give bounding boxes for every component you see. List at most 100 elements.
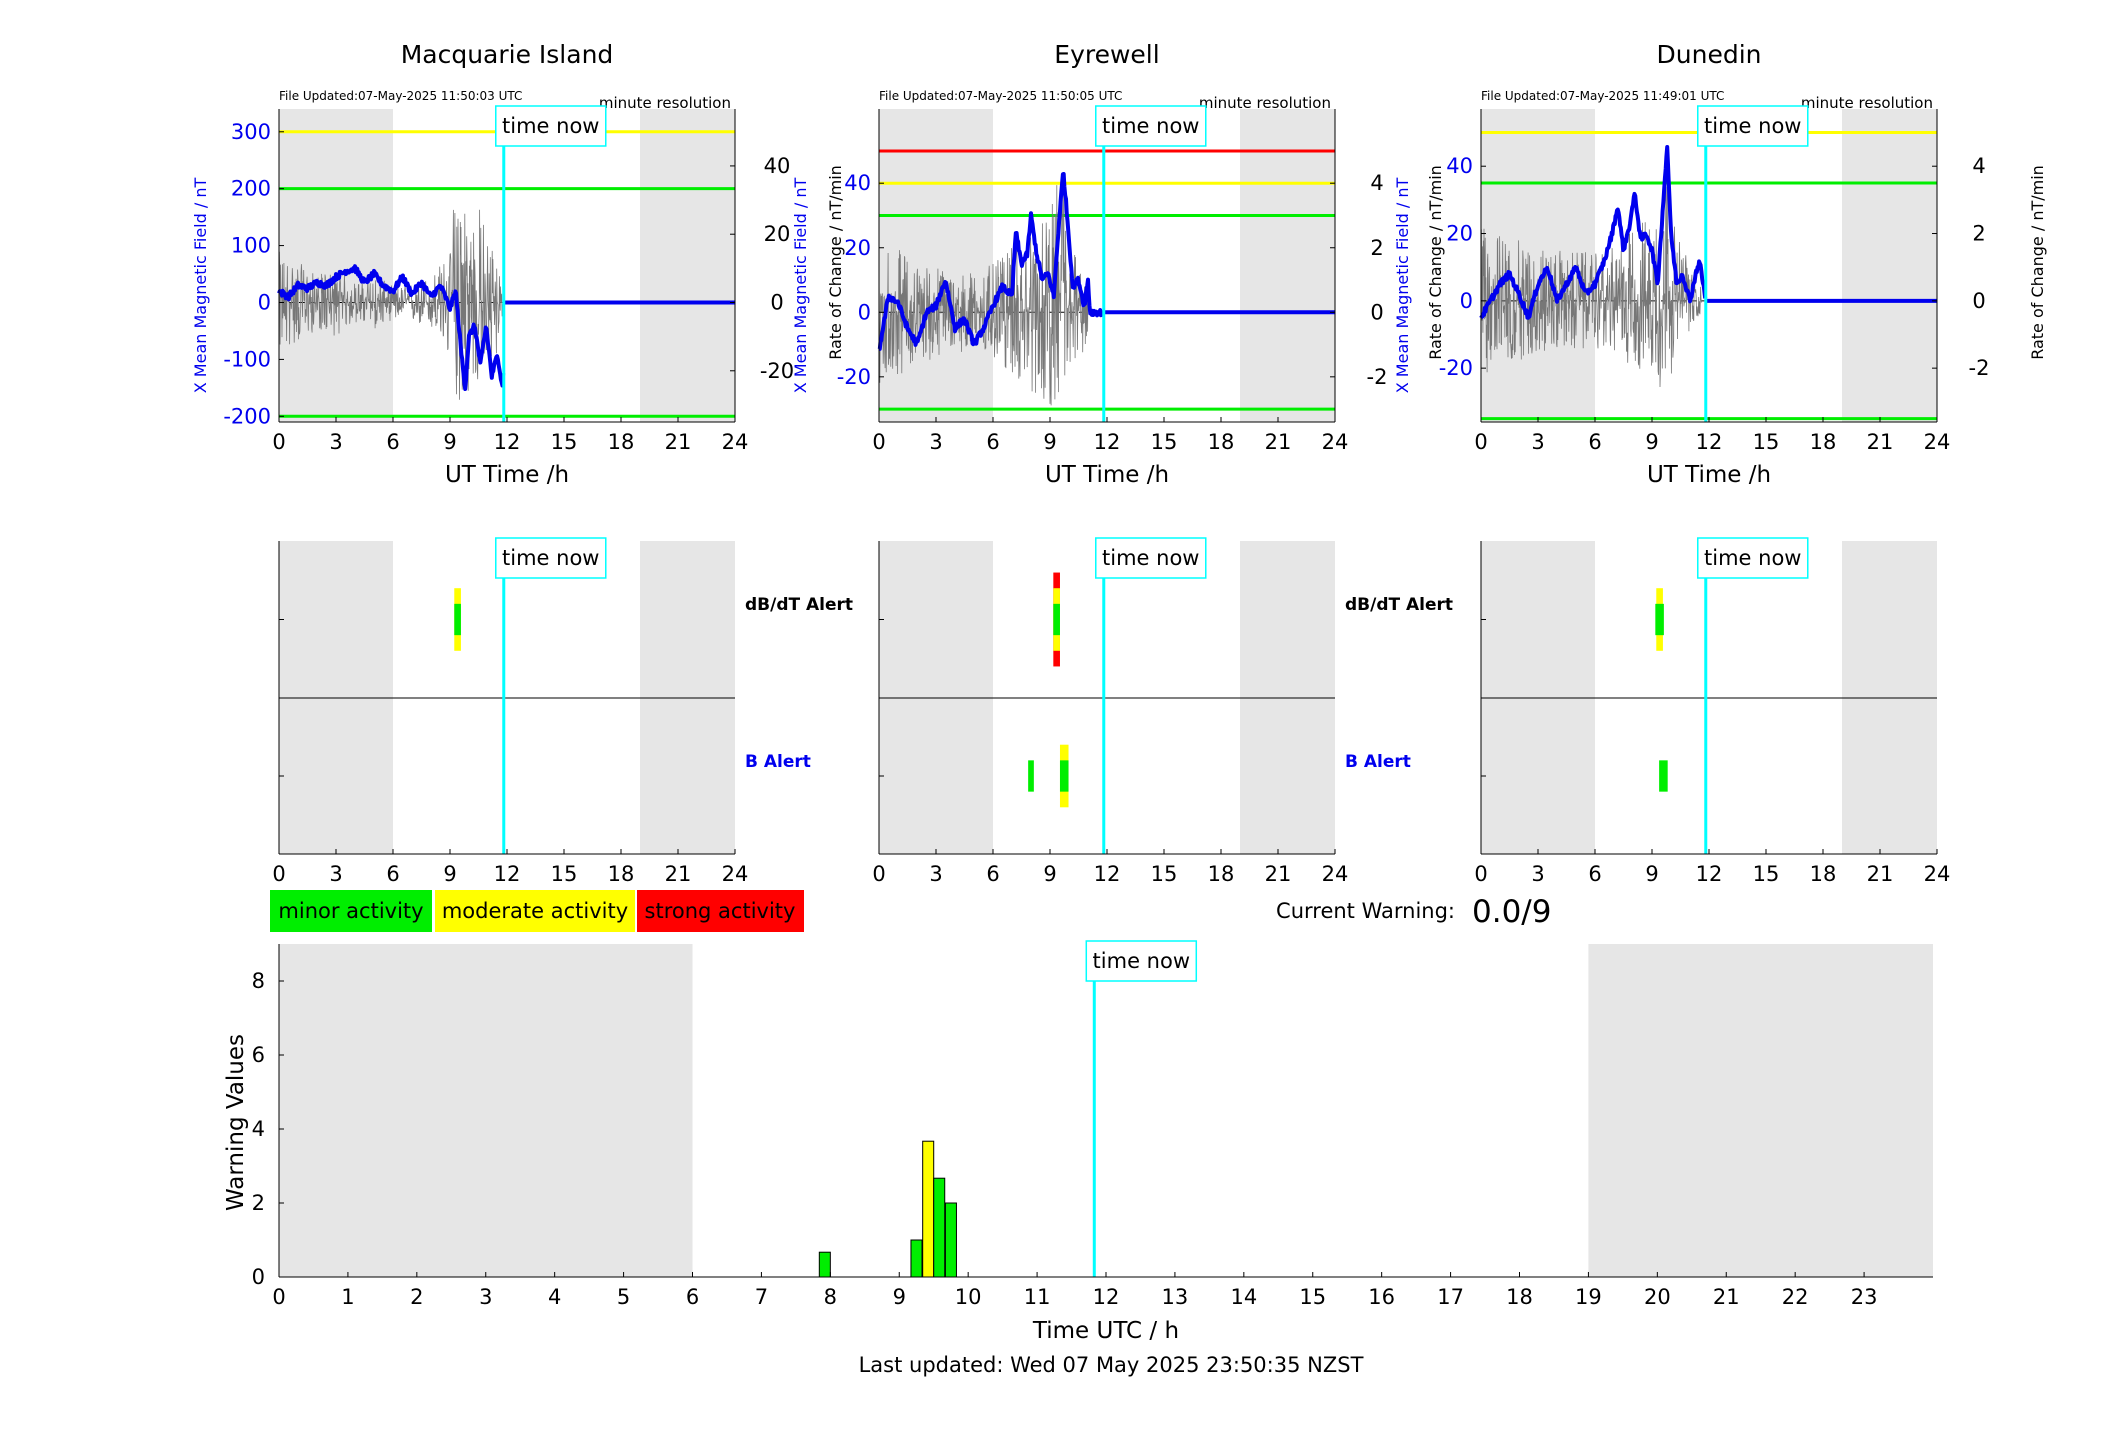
night-shade — [1842, 109, 1937, 422]
resolution-label: minute resolution — [599, 94, 731, 112]
x-axis-label: UT Time /h — [1647, 462, 1771, 488]
alert-panel-2: time now 0 3 6 9 12 15 18 21 24 dB/dT Alert B Alert — [872, 537, 1453, 886]
y-left-tick-label: -20 — [837, 365, 871, 389]
x-tick-label: 15 — [551, 430, 578, 454]
warning-bar — [944, 1202, 957, 1278]
x-tick-label: 3 — [1531, 430, 1544, 454]
y-left-tick-label: 40 — [844, 171, 871, 195]
night-shade — [1240, 109, 1335, 422]
x-tick-label: 16 — [1368, 1285, 1395, 1309]
legend-minor-label: minor activity — [278, 899, 423, 923]
x-tick-label: 6 — [686, 1285, 699, 1309]
current-warning-value: 0.0/9 — [1472, 894, 1551, 930]
x-tick-label: 21 — [1867, 862, 1894, 886]
night-shade — [879, 109, 993, 422]
x-axis-label: UT Time /h — [1045, 462, 1169, 488]
x-tick-label: 9 — [1043, 430, 1056, 454]
x-tick-label: 9 — [1043, 862, 1056, 886]
y-left-tick-label: 200 — [231, 177, 271, 201]
x-tick-label: 3 — [329, 430, 342, 454]
y-right-axis-label: Rate of Change / nT/min — [2028, 165, 2047, 360]
x-tick-label: 6 — [1588, 862, 1601, 886]
x-tick-label: 12 — [1094, 862, 1121, 886]
x-tick-label: 18 — [1506, 1285, 1533, 1309]
x-tick-label: 15 — [1753, 862, 1780, 886]
station-title: Eyrewell — [1054, 40, 1159, 69]
x-axis-label: Time UTC / h — [1032, 1318, 1179, 1344]
x-tick-label: 21 — [1713, 1285, 1740, 1309]
legend-moderate-label: moderate activity — [442, 899, 628, 923]
y-left-tick-label: 20 — [1446, 222, 1473, 246]
y-tick-label: 4 — [252, 1117, 265, 1141]
x-tick-label: 21 — [665, 430, 692, 454]
x-tick-label: 0 — [872, 862, 885, 886]
b-alert-bar — [1059, 760, 1069, 792]
y-right-tick-label: 40 — [764, 154, 791, 178]
dbdt-alert-bar — [1655, 603, 1664, 636]
x-tick-label: 12 — [1093, 1285, 1120, 1309]
y-right-tick-label: 20 — [764, 222, 791, 246]
x-tick-label: 3 — [929, 862, 942, 886]
x-tick-label: 21 — [1867, 430, 1894, 454]
b-alert-label: B Alert — [745, 752, 811, 772]
current-warning-label: Current Warning: — [1276, 899, 1455, 923]
x-tick-label: 14 — [1230, 1285, 1257, 1309]
station-panel-3: Dunedin File Updated:07-May-2025 11:49:01… — [1393, 40, 2047, 488]
resolution-label: minute resolution — [1199, 94, 1331, 112]
warning-bar — [933, 1177, 946, 1278]
field-series — [877, 172, 1106, 351]
y-axis-label: Warning Values — [223, 1034, 249, 1211]
x-tick-label: 19 — [1575, 1285, 1602, 1309]
time-now-label: time now — [1093, 949, 1190, 973]
x-tick-label: 24 — [1322, 430, 1349, 454]
x-tick-label: 21 — [665, 862, 692, 886]
x-tick-label: 24 — [1322, 862, 1349, 886]
field-series — [1479, 145, 1708, 320]
time-now-box — [1095, 105, 1207, 147]
station-title: Macquarie Island — [401, 40, 614, 69]
x-tick-label: 18 — [1810, 430, 1837, 454]
x-tick-label: 13 — [1162, 1285, 1189, 1309]
x-tick-label: 18 — [1208, 430, 1235, 454]
time-now-box — [1697, 537, 1809, 579]
x-tick-label: 6 — [386, 430, 399, 454]
y-right-tick-label: 0 — [1370, 300, 1383, 324]
y-left-axis-label: X Mean Magnetic Field / nT — [191, 178, 210, 394]
night-shade — [279, 109, 393, 422]
file-updated-label: File Updated:07-May-2025 11:50:05 UTC — [879, 89, 1122, 103]
station-panel-2: Eyrewell File Updated:07-May-2025 11:50:0… — [791, 40, 1445, 488]
x-tick-label: 6 — [386, 862, 399, 886]
station-panel-1: Macquarie Island File Updated:07-May-2025… — [191, 40, 845, 488]
alert-panel-1: time now 0 3 6 9 12 15 18 21 24 dB/dT Alert B Alert — [272, 537, 853, 886]
y-left-tick-label: 0 — [258, 290, 271, 314]
y-right-tick-label: 4 — [1370, 171, 1383, 195]
x-tick-label: 21 — [1265, 430, 1292, 454]
x-tick-label: 12 — [1696, 862, 1723, 886]
y-left-tick-label: 0 — [1460, 289, 1473, 313]
legend-strong-swatch — [637, 890, 804, 932]
resolution-label: minute resolution — [1801, 94, 1933, 112]
x-tick-label: 8 — [824, 1285, 837, 1309]
legend-minor-swatch — [270, 890, 432, 932]
x-tick-label: 6 — [986, 430, 999, 454]
alert-panel-3: time now 0 3 6 9 12 15 18 21 24 — [1474, 537, 1950, 886]
x-tick-label: 3 — [329, 862, 342, 886]
x-tick-label: 4 — [548, 1285, 561, 1309]
y-tick-label: 2 — [252, 1191, 265, 1215]
x-tick-label: 0 — [272, 862, 285, 886]
night-shade — [279, 944, 693, 1277]
x-tick-label: 3 — [929, 430, 942, 454]
y-left-tick-label: -100 — [223, 347, 271, 371]
x-tick-label: 9 — [893, 1285, 906, 1309]
dbdt-alert-label: dB/dT Alert — [745, 595, 853, 615]
y-left-axis-label: X Mean Magnetic Field / nT — [1393, 178, 1412, 394]
x-tick-label: 15 — [1299, 1285, 1326, 1309]
x-tick-label: 0 — [1474, 862, 1487, 886]
x-tick-label: 12 — [1094, 430, 1121, 454]
y-tick-label: 6 — [252, 1043, 265, 1067]
last-updated: Last updated: Wed 07 May 2025 23:50:35 N… — [859, 1353, 1364, 1377]
x-tick-label: 22 — [1782, 1285, 1809, 1309]
y-right-tick-label: -2 — [1969, 356, 1990, 380]
legend-moderate-swatch — [435, 890, 635, 932]
